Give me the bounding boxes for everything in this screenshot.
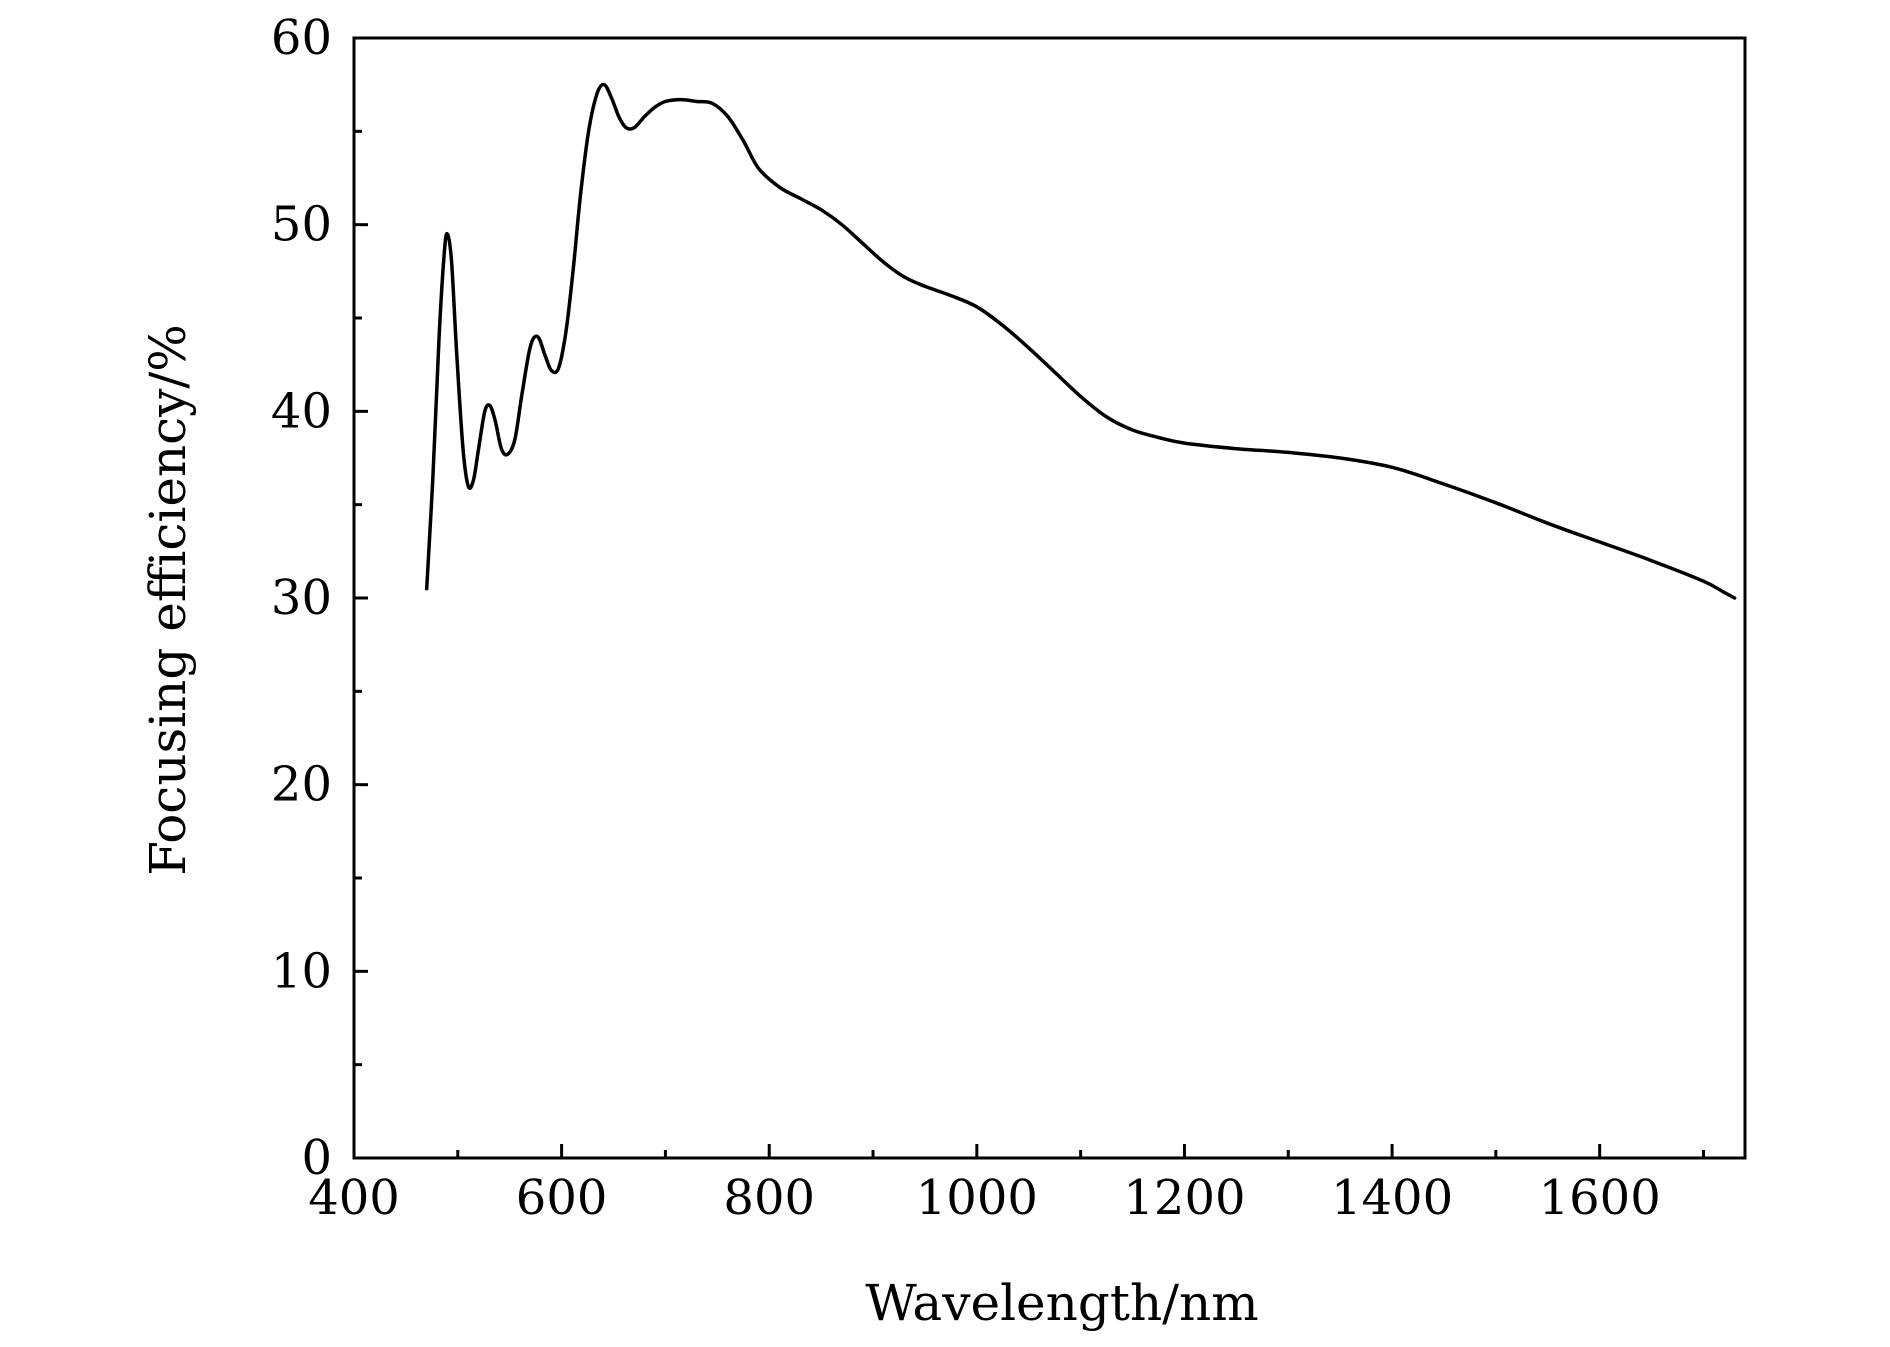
x-tick-label: 1600: [1539, 1170, 1661, 1226]
axis-tick-labels: 400 600 800 1000 1200 1400 1600 0 10 20 30 40 50 60: [271, 10, 1661, 1226]
x-axis-label: Wavelength/nm: [865, 1274, 1258, 1332]
x-tick-label: 1200: [1123, 1170, 1245, 1226]
y-tick-label: 50: [271, 197, 332, 253]
x-tick-label: 1400: [1331, 1170, 1453, 1226]
y-tick-label: 20: [271, 757, 332, 813]
y-axis-label: Focusing efficiency/%: [139, 324, 197, 876]
y-tick-label: 40: [271, 383, 332, 439]
y-axis-label-group: Focusing efficiency/%: [139, 324, 197, 876]
efficiency-curve: [424, 82, 1737, 600]
y-tick-label: 0: [301, 1130, 332, 1186]
x-tick-label: 800: [723, 1170, 815, 1226]
y-tick-label: 10: [271, 943, 332, 999]
y-tick-label: 60: [271, 10, 332, 66]
x-tick-label: 400: [308, 1170, 400, 1226]
y-tick-label: 30: [271, 570, 332, 626]
x-tick-label: 600: [516, 1170, 608, 1226]
x-tick-label: 1000: [916, 1170, 1038, 1226]
axis-ticks: [352, 36, 1705, 1160]
plot-frame: [352, 36, 1747, 1160]
